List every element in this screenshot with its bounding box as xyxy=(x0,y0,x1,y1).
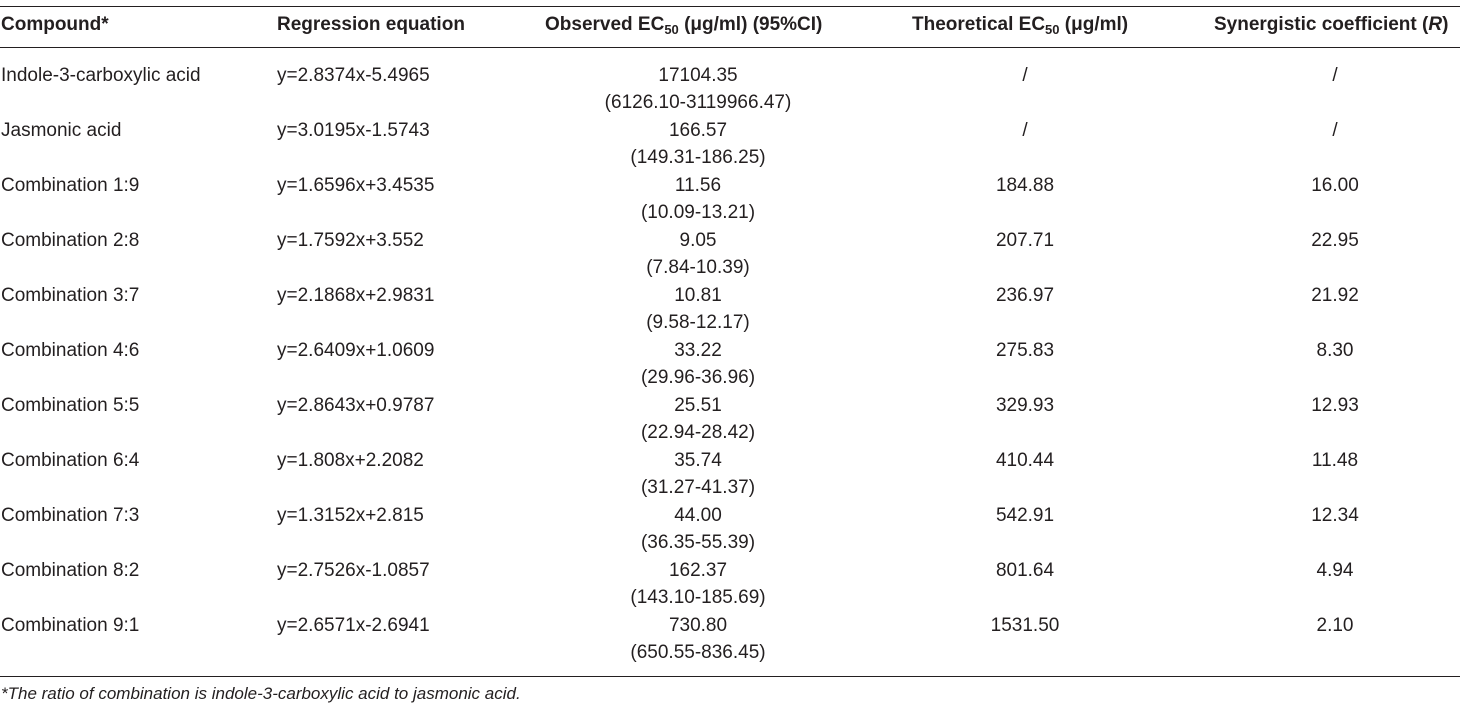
coefficient-cell: 11.48 xyxy=(1311,450,1359,471)
observed-cell: 25.51 (22.94-28.42) xyxy=(568,392,828,446)
observed-value: 35.74 xyxy=(674,450,722,471)
confidence-interval: (31.27-41.37) xyxy=(640,477,756,498)
observed-cell: 35.74 (31.27-41.37) xyxy=(568,447,828,501)
table-row: Combination 7:3 y=1.3152x+2.815 44.00 (36.3… xyxy=(0,502,1460,557)
observed-value: 25.51 xyxy=(674,395,722,416)
theoretical-cell: 275.83 xyxy=(995,340,1055,361)
confidence-interval: (22.94-28.42) xyxy=(640,422,756,443)
coefficient-cell: 8.30 xyxy=(1316,340,1354,361)
coefficient-cell: 2.10 xyxy=(1316,615,1354,636)
observed-value: 162.37 xyxy=(668,560,728,581)
equation-cell: y=1.6596x+3.4535 xyxy=(277,175,435,196)
observed-value: 730.80 xyxy=(668,615,728,636)
compound-cell: Combination 7:3 xyxy=(1,505,140,526)
equation-cell: y=2.6409x+1.0609 xyxy=(277,340,435,361)
coefficient-cell: 22.95 xyxy=(1311,230,1359,251)
compound-cell: Combination 8:2 xyxy=(1,560,140,581)
equation-cell: y=1.808x+2.2082 xyxy=(277,450,424,471)
observed-cell: 17104.35 (6126.10-3119966.47) xyxy=(568,62,828,116)
table-row: Combination 1:9 y=1.6596x+3.4535 11.56 (10.… xyxy=(0,172,1460,227)
theoretical-cell: 801.64 xyxy=(995,560,1055,581)
table-row: Combination 6:4 y=1.808x+2.2082 35.74 (31.2… xyxy=(0,447,1460,502)
header-rule xyxy=(0,47,1460,48)
equation-cell: y=3.0195x-1.5743 xyxy=(277,120,430,141)
compound-cell: Combination 5:5 xyxy=(1,395,140,416)
coefficient-cell: 21.92 xyxy=(1311,285,1359,306)
observed-value: 33.22 xyxy=(674,340,722,361)
confidence-interval: (10.09-13.21) xyxy=(640,202,756,223)
table-footnote: *The ratio of combination is indole-3-ca… xyxy=(1,684,521,703)
equation-cell: y=2.1868x+2.9831 xyxy=(277,285,435,306)
observed-value: 44.00 xyxy=(674,505,722,526)
confidence-interval: (149.31-186.25) xyxy=(630,147,766,168)
table-body: Indole-3-carboxylic acid y=2.8374x-5.4965… xyxy=(0,62,1460,667)
coefficient-cell: / xyxy=(1332,120,1338,141)
observed-cell: 730.80 (650.55-836.45) xyxy=(568,612,828,666)
header-regression-equation: Regression equation xyxy=(277,14,465,35)
confidence-interval: (29.96-36.96) xyxy=(640,367,756,388)
table-row: Combination 3:7 y=2.1868x+2.9831 10.81 (9.5… xyxy=(0,282,1460,337)
observed-cell: 162.37 (143.10-185.69) xyxy=(568,557,828,611)
compound-cell: Combination 3:7 xyxy=(1,285,140,306)
coefficient-cell: 4.94 xyxy=(1316,560,1354,581)
observed-cell: 10.81 (9.58-12.17) xyxy=(568,282,828,336)
table-row: Combination 5:5 y=2.8643x+0.9787 25.51 (22.… xyxy=(0,392,1460,447)
coefficient-cell: 12.93 xyxy=(1311,395,1359,416)
bottom-rule xyxy=(0,676,1460,677)
theoretical-cell: 207.71 xyxy=(995,230,1055,251)
table-row: Jasmonic acid y=3.0195x-1.5743 166.57 (149.… xyxy=(0,117,1460,172)
theoretical-cell: 184.88 xyxy=(995,175,1055,196)
observed-value: 11.56 xyxy=(674,175,722,196)
theoretical-cell: / xyxy=(1022,120,1028,141)
confidence-interval: (9.58-12.17) xyxy=(646,312,750,333)
equation-cell: y=2.8643x+0.9787 xyxy=(277,395,435,416)
compound-cell: Combination 9:1 xyxy=(1,615,140,636)
observed-cell: 9.05 (7.84-10.39) xyxy=(568,227,828,281)
equation-cell: y=2.6571x-2.6941 xyxy=(277,615,430,636)
observed-cell: 166.57 (149.31-186.25) xyxy=(568,117,828,171)
top-rule xyxy=(0,6,1460,7)
compound-cell: Combination 4:6 xyxy=(1,340,140,361)
header-synergistic-coefficient: Synergistic coefficient (R) xyxy=(1214,14,1449,35)
observed-value: 9.05 xyxy=(679,230,717,251)
equation-cell: y=2.7526x-1.0857 xyxy=(277,560,430,581)
table-row: Combination 8:2 y=2.7526x-1.0857 162.37 (14… xyxy=(0,557,1460,612)
table-row: Combination 2:8 y=1.7592x+3.552 9.05 (7.84-… xyxy=(0,227,1460,282)
table-row: Combination 9:1 y=2.6571x-2.6941 730.80 (65… xyxy=(0,612,1460,667)
compound-cell: Combination 2:8 xyxy=(1,230,140,251)
compound-cell: Combination 1:9 xyxy=(1,175,140,196)
table-row: Combination 4:6 y=2.6409x+1.0609 33.22 (29.… xyxy=(0,337,1460,392)
confidence-interval: (6126.10-3119966.47) xyxy=(604,92,792,113)
observed-value: 17104.35 xyxy=(658,65,738,86)
equation-cell: y=1.7592x+3.552 xyxy=(277,230,424,251)
confidence-interval: (7.84-10.39) xyxy=(646,257,750,278)
observed-value: 10.81 xyxy=(674,285,722,306)
confidence-interval: (36.35-55.39) xyxy=(640,532,756,553)
header-observed-ec50: Observed EC50 (μg/ml) (95%CI) xyxy=(545,14,823,37)
compound-cell: Combination 6:4 xyxy=(1,450,140,471)
theoretical-cell: 236.97 xyxy=(995,285,1055,306)
confidence-interval: (143.10-185.69) xyxy=(630,587,766,608)
observed-cell: 44.00 (36.35-55.39) xyxy=(568,502,828,556)
theoretical-cell: / xyxy=(1022,65,1028,86)
theoretical-cell: 1531.50 xyxy=(990,615,1060,636)
compound-cell: Jasmonic acid xyxy=(1,120,122,141)
observed-value: 166.57 xyxy=(668,120,728,141)
compound-cell: Indole-3-carboxylic acid xyxy=(1,65,201,86)
theoretical-cell: 542.91 xyxy=(995,505,1055,526)
equation-cell: y=2.8374x-5.4965 xyxy=(277,65,430,86)
coefficient-cell: 16.00 xyxy=(1311,175,1359,196)
table-row: Indole-3-carboxylic acid y=2.8374x-5.4965… xyxy=(0,62,1460,117)
coefficient-cell: 12.34 xyxy=(1311,505,1359,526)
confidence-interval: (650.55-836.45) xyxy=(630,642,766,663)
header-compound: Compound* xyxy=(1,14,109,35)
observed-cell: 33.22 (29.96-36.96) xyxy=(568,337,828,391)
theoretical-cell: 329.93 xyxy=(995,395,1055,416)
equation-cell: y=1.3152x+2.815 xyxy=(277,505,424,526)
header-theoretical-ec50: Theoretical EC50 (μg/ml) xyxy=(912,14,1129,37)
coefficient-cell: / xyxy=(1332,65,1338,86)
theoretical-cell: 410.44 xyxy=(995,450,1055,471)
observed-cell: 11.56 (10.09-13.21) xyxy=(568,172,828,226)
